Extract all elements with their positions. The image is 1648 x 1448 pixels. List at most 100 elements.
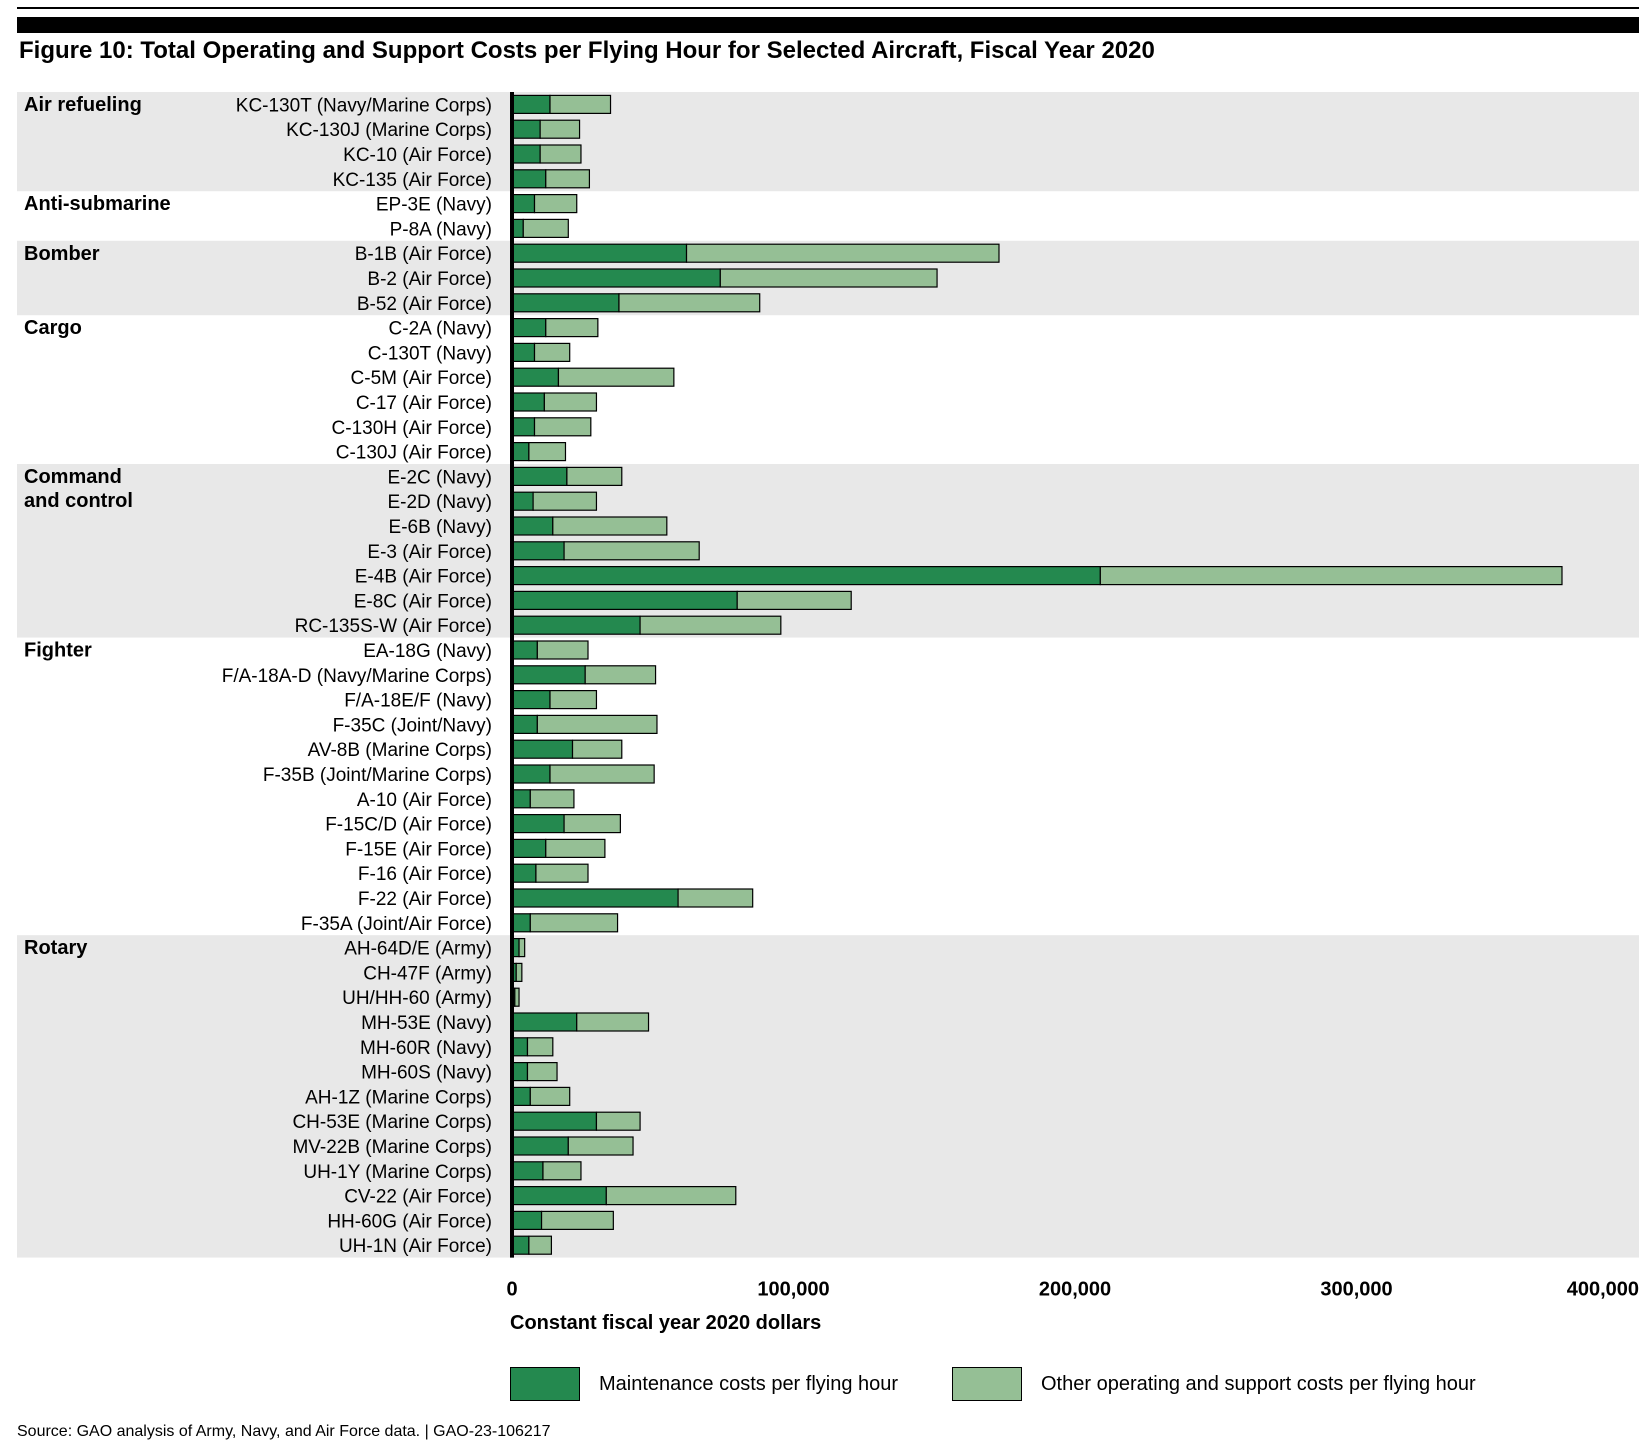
bar-other (549, 689, 598, 710)
category-label: F-15C/D (Air Force) (325, 815, 492, 836)
bar-other (576, 1012, 650, 1032)
category-label: C-2A (Navy) (389, 319, 492, 340)
bar-other (563, 541, 700, 561)
category-label: C-5M (Air Force) (351, 368, 492, 389)
category-label: HH-60G (Air Force) (327, 1211, 492, 1232)
category-label: MH-60S (Navy) (361, 1063, 492, 1084)
bar-maintenance (511, 913, 531, 933)
bar-maintenance (511, 392, 545, 412)
bar-maintenance (511, 739, 574, 759)
bar-other (533, 417, 592, 437)
category-label: F/A-18A-D (Navy/Marine Corps) (222, 666, 492, 687)
bar-other (563, 813, 621, 834)
bar-maintenance (511, 640, 538, 660)
bar-maintenance (511, 144, 541, 164)
bar-maintenance (511, 813, 565, 834)
bar-other (685, 243, 1000, 263)
bar-maintenance (511, 1235, 530, 1255)
bar-other (535, 863, 589, 883)
category-label: AH-64D/E (Army) (344, 939, 492, 960)
x-tick-label: 100,000 (757, 1279, 829, 1301)
bar-other (522, 218, 569, 238)
bar-other (549, 94, 612, 115)
category-label: KC-135 (Air Force) (333, 170, 492, 191)
bar-maintenance (511, 243, 688, 263)
group-label: Rotary (24, 937, 88, 959)
group-band (17, 92, 1639, 192)
bar-other (567, 1136, 634, 1156)
bar-other (719, 268, 938, 288)
legend-label-maintenance: Maintenance costs per flying hour (599, 1372, 899, 1395)
bar-maintenance (511, 863, 537, 883)
bar-maintenance (511, 442, 530, 462)
bar-maintenance (511, 1185, 607, 1206)
bar-maintenance (511, 1111, 598, 1131)
group-band (17, 464, 1639, 638)
category-label: A-10 (Air Force) (357, 790, 492, 811)
bar-maintenance (511, 1210, 543, 1231)
category-label: F-35C (Joint/Navy) (333, 715, 492, 736)
category-label: E-2D (Navy) (387, 492, 492, 513)
category-label: B-2 (Air Force) (367, 269, 492, 290)
bar-other (557, 367, 675, 387)
category-label: CH-47F (Army) (363, 963, 492, 984)
bar-other (529, 789, 575, 809)
bar-other (526, 1037, 554, 1057)
bar-maintenance (511, 789, 531, 809)
category-label: MH-53E (Navy) (361, 1013, 492, 1034)
bar-other (571, 739, 623, 759)
bar-other (545, 838, 606, 859)
bar-maintenance (511, 541, 565, 561)
category-label: KC-130J (Marine Corps) (286, 120, 492, 141)
bar-maintenance (511, 764, 551, 784)
legend-label-other: Other operating and support costs per fl… (1041, 1372, 1476, 1395)
top-rule-thick (17, 17, 1639, 33)
bar-other (595, 1111, 641, 1131)
category-label: KC-130T (Navy/Marine Corps) (236, 95, 492, 116)
bar-other (515, 962, 523, 983)
group-label: Anti-submarine (24, 193, 171, 215)
category-label: B-52 (Air Force) (357, 294, 492, 315)
bar-other (566, 466, 623, 486)
x-tick-label: 400,000 (1567, 1279, 1639, 1301)
group-band (17, 935, 1639, 1258)
category-label: MV-22B (Marine Corps) (292, 1137, 492, 1158)
group-label: Cargo (24, 317, 82, 339)
bar-maintenance (511, 268, 721, 288)
bar-maintenance (511, 1136, 569, 1156)
group-label: Air refueling (24, 94, 142, 116)
x-tick-label: 300,000 (1320, 1279, 1392, 1301)
category-label: C-130H (Air Force) (332, 418, 492, 439)
bar-maintenance (511, 1161, 544, 1181)
bar-maintenance (511, 466, 568, 486)
bar-maintenance (511, 417, 536, 437)
top-rule-thin (17, 7, 1639, 9)
bar-other (532, 491, 598, 511)
bar-other (639, 615, 782, 635)
category-label: C-17 (Air Force) (356, 393, 492, 414)
category-label: MH-60R (Navy) (360, 1038, 492, 1059)
category-label: P-8A (Navy) (390, 219, 492, 240)
bar-maintenance (511, 1037, 529, 1057)
legend-maintenance: Maintenance costs per flying hour (510, 1366, 898, 1402)
bar-other (529, 1086, 571, 1107)
figure-title: Figure 10: Total Operating and Support C… (19, 37, 1155, 64)
bar-maintenance (511, 689, 551, 710)
x-tick-label: 0 (506, 1279, 517, 1301)
category-label: F/A-18E/F (Navy) (344, 691, 492, 712)
bar-maintenance (511, 565, 1101, 586)
bar-other (618, 293, 761, 313)
category-label: E-4B (Air Force) (355, 567, 492, 588)
bar-other (677, 888, 754, 908)
bar-other (526, 1061, 558, 1082)
category-label: E-2C (Navy) (387, 467, 492, 488)
category-label: F-16 (Air Force) (358, 864, 492, 885)
category-label: RC-135S-W (Air Force) (295, 616, 492, 637)
category-label: F-22 (Air Force) (358, 889, 492, 910)
category-label: E-8C (Air Force) (354, 591, 492, 612)
category-label: E-3 (Air Force) (367, 542, 492, 563)
bar-other (528, 442, 567, 462)
bar-other (529, 913, 619, 933)
category-label: UH/HH-60 (Army) (342, 988, 492, 1009)
